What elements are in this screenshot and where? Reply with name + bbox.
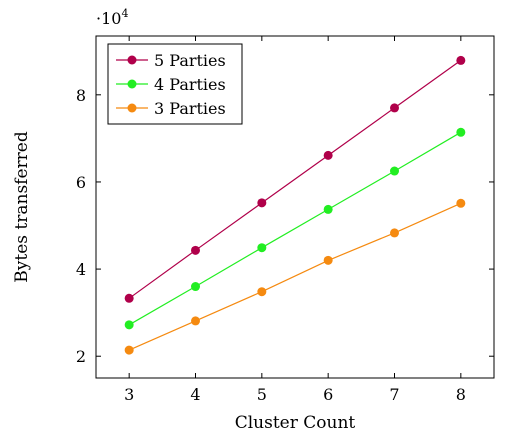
x-tick-label: 6	[323, 385, 333, 404]
data-point	[456, 127, 466, 137]
legend-swatch-marker	[127, 55, 137, 65]
x-tick-label: 8	[456, 385, 466, 404]
data-point	[257, 198, 267, 208]
legend-label: 4 Parties	[154, 75, 226, 94]
legend-swatch-marker	[127, 103, 137, 113]
y-axis-multiplier-exponent: 4	[121, 7, 128, 20]
x-tick-label: 7	[389, 385, 399, 404]
series-line	[128, 59, 462, 299]
data-point	[456, 55, 466, 65]
data-point	[390, 103, 399, 113]
y-tick-label: 4	[76, 260, 86, 279]
data-point	[257, 243, 267, 253]
data-point	[323, 255, 333, 265]
data-point	[390, 228, 399, 238]
data-point	[124, 293, 134, 303]
legend: 5 Parties 4 Parties 3 Parties	[107, 43, 243, 125]
data-point	[191, 245, 200, 255]
data-point	[191, 282, 200, 292]
data-point	[323, 204, 333, 214]
plot-area	[124, 55, 466, 355]
data-point	[323, 150, 333, 160]
x-axis-label: Cluster Count	[235, 413, 356, 433]
x-tick-label: 5	[257, 385, 267, 404]
x-tick-label: 4	[190, 385, 200, 404]
data-point	[257, 287, 267, 297]
data-point	[456, 198, 466, 208]
y-axis-multiplier-base: ·10	[96, 9, 121, 28]
series-line	[128, 131, 462, 326]
legend-swatch-marker	[127, 79, 137, 89]
series-line	[128, 202, 462, 351]
y-axis-label: Bytes transferred	[12, 131, 32, 283]
legend-label: 3 Parties	[154, 99, 226, 118]
data-point	[124, 345, 134, 355]
data-point	[124, 320, 134, 330]
data-point	[390, 166, 399, 176]
legend-label: 5 Parties	[154, 51, 226, 70]
y-tick-label: 8	[76, 86, 86, 105]
y-axis-multiplier: ·104	[96, 7, 128, 28]
x-tick-label: 3	[124, 385, 134, 404]
y-tick-label: 2	[76, 347, 86, 366]
y-tick-label: 6	[76, 173, 86, 192]
axes: 3 4 5 6 7 8 2 4 6 8	[76, 35, 495, 404]
plot-frame	[95, 35, 495, 379]
data-point	[191, 316, 200, 326]
